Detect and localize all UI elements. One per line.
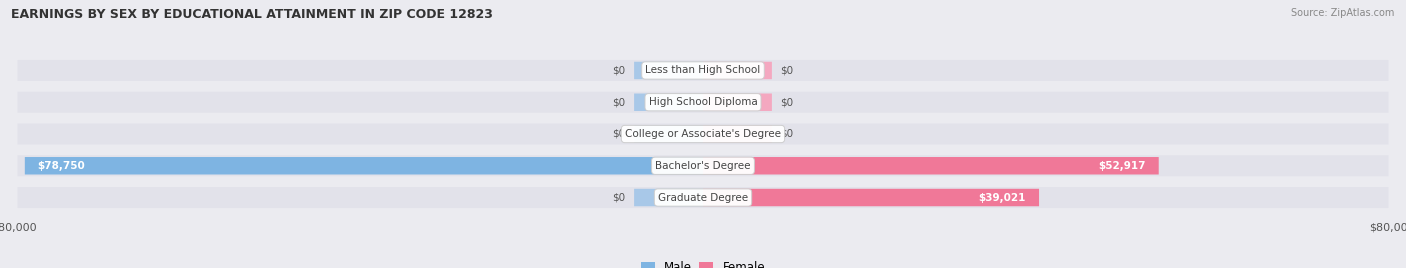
FancyBboxPatch shape — [25, 157, 703, 174]
Text: $0: $0 — [613, 65, 626, 76]
FancyBboxPatch shape — [634, 62, 703, 79]
Text: $0: $0 — [780, 65, 793, 76]
Text: EARNINGS BY SEX BY EDUCATIONAL ATTAINMENT IN ZIP CODE 12823: EARNINGS BY SEX BY EDUCATIONAL ATTAINMEN… — [11, 8, 494, 21]
Text: $0: $0 — [780, 129, 793, 139]
FancyBboxPatch shape — [703, 189, 1039, 206]
Legend: Male, Female: Male, Female — [636, 256, 770, 268]
FancyBboxPatch shape — [17, 60, 1389, 81]
FancyBboxPatch shape — [634, 125, 703, 143]
FancyBboxPatch shape — [17, 92, 1389, 113]
Text: $0: $0 — [613, 97, 626, 107]
Text: $39,021: $39,021 — [979, 192, 1026, 203]
FancyBboxPatch shape — [703, 94, 772, 111]
Text: Bachelor's Degree: Bachelor's Degree — [655, 161, 751, 171]
FancyBboxPatch shape — [17, 124, 1389, 144]
FancyBboxPatch shape — [17, 155, 1389, 176]
FancyBboxPatch shape — [703, 62, 772, 79]
Text: Source: ZipAtlas.com: Source: ZipAtlas.com — [1291, 8, 1395, 18]
FancyBboxPatch shape — [634, 189, 703, 206]
FancyBboxPatch shape — [17, 187, 1389, 208]
Text: $52,917: $52,917 — [1098, 161, 1146, 171]
Text: $0: $0 — [613, 192, 626, 203]
FancyBboxPatch shape — [634, 94, 703, 111]
Text: High School Diploma: High School Diploma — [648, 97, 758, 107]
Text: Less than High School: Less than High School — [645, 65, 761, 76]
Text: $0: $0 — [780, 97, 793, 107]
Text: $78,750: $78,750 — [38, 161, 86, 171]
Text: College or Associate's Degree: College or Associate's Degree — [626, 129, 780, 139]
Text: Graduate Degree: Graduate Degree — [658, 192, 748, 203]
FancyBboxPatch shape — [703, 157, 1159, 174]
Text: $0: $0 — [613, 129, 626, 139]
FancyBboxPatch shape — [703, 125, 772, 143]
